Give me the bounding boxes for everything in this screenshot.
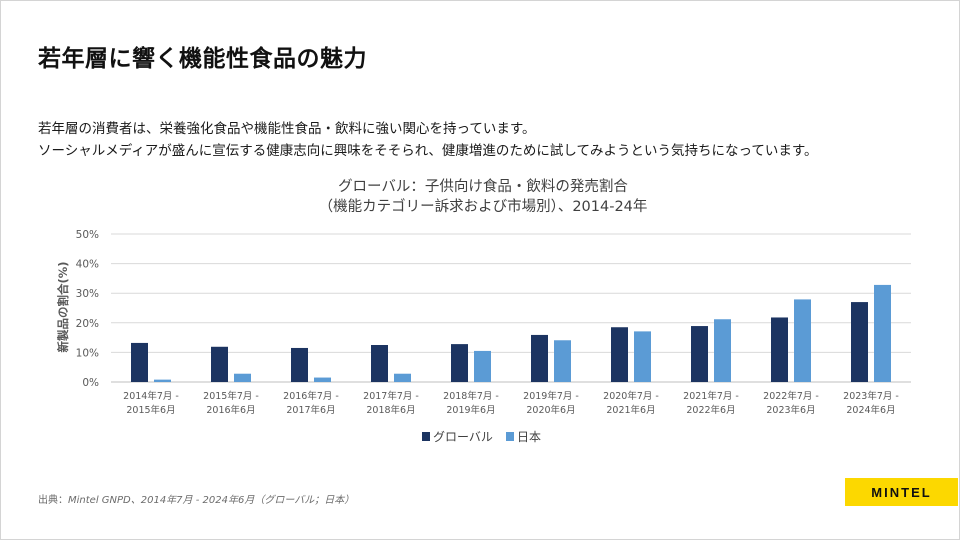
body-line-2: ソーシャルメディアが盛んに宣伝する健康志向に興味をそそられ、健康増進のために試し… [38,143,818,159]
bar-global [451,344,468,382]
x-tick-label: 2021年7月 - [683,390,739,402]
x-tick-label: 2018年6月 [366,404,415,416]
bar-global [291,347,308,382]
x-tick-label: 2017年7月 - [363,390,419,402]
bar-japan [554,340,571,382]
slide-title: 若年層に響く機能性食品の魅力 [38,46,367,72]
x-tick-label: 2015年6月 [126,404,175,416]
x-tick-label: 2023年7月 - [843,390,899,402]
bar-global [611,327,628,382]
x-tick-label: 2014年7月 - [123,390,179,402]
bar-global [771,317,788,382]
bar-japan [154,379,171,382]
y-tick-label: 40% [76,259,99,271]
x-tick-label: 2016年7月 - [283,390,339,402]
x-tick-label: 2020年6月 [526,404,575,416]
y-axis-label: 新製品の割合(%) [56,261,70,352]
bars [131,284,891,382]
bar-global [131,342,148,382]
x-tick-label: 2019年7月 - [523,390,579,402]
bar-japan [874,284,891,382]
x-tick-label: 2019年6月 [446,404,495,416]
x-tick-label: 2022年6月 [686,404,735,416]
mintel-logo: MINTEL [845,478,958,506]
bar-japan [394,373,411,382]
y-tick-label: 30% [76,288,99,300]
chart-subtitle: （機能カテゴリー訴求および市場別）、2014-24年 [319,197,648,215]
bar-global [211,346,228,382]
y-tick-label: 0% [82,377,99,389]
legend-swatch-global [422,432,430,441]
bar-global [531,334,548,382]
bar-global [691,326,708,382]
bar-japan [714,319,731,382]
body-text: 若年層の消費者は、栄養強化食品や機能性食品・飲料に強い関心を持っています。 ソー… [38,118,938,162]
gridlines [111,233,911,383]
x-tick-label: 2023年6月 [766,404,815,416]
x-tick-label: 2022年7月 - [763,390,819,402]
bar-japan [474,350,491,382]
x-tick-label: 2017年6月 [286,404,335,416]
x-tick-label: 2021年6月 [606,404,655,416]
x-tick-label: 2024年6月 [846,404,895,416]
x-axis-ticks: 2014年7月 - 2015年6月 2015年7月 - 2016年6月 2016年7月 … [123,390,899,416]
bar-japan [234,373,251,382]
y-tick-label: 20% [76,318,99,330]
bar-japan [634,331,651,382]
y-tick-label: 50% [76,229,99,241]
x-tick-label: 2020年7月 - [603,390,659,402]
chart-title: グローバル：子供向け食品・飲料の発売割合 [338,178,628,195]
x-tick-label: 2015年7月 - [203,390,259,402]
y-tick-label: 10% [76,347,99,359]
bar-global [371,345,388,382]
y-axis-ticks: 0% 10% 20% 30% 40% 50% [76,229,99,389]
source-note: 出典：Mintel GNPD、2014年7月 - 2024年6月（グローバル；日… [38,491,354,506]
legend-label-japan: 日本 [517,430,541,444]
source-prefix: 出典： [38,495,68,506]
legend: グローバル 日本 [422,430,541,444]
bar-japan [314,377,331,382]
bar-global [851,302,868,382]
source-detail: Mintel GNPD、2014年7月 - 2024年6月（グローバル；日本） [68,495,355,506]
bar-chart: グローバル：子供向け食品・飲料の発売割合 （機能カテゴリー訴求および市場別）、2… [56,178,911,444]
body-line-1: 若年層の消費者は、栄養強化食品や機能性食品・飲料に強い関心を持っています。 [38,121,536,137]
mintel-logo-text: MINTEL [871,484,932,500]
legend-label-global: グローバル [433,430,493,444]
x-tick-label: 2018年7月 - [443,390,499,402]
bar-japan [794,299,811,382]
x-tick-label: 2016年6月 [206,404,255,416]
legend-swatch-japan [506,432,514,441]
